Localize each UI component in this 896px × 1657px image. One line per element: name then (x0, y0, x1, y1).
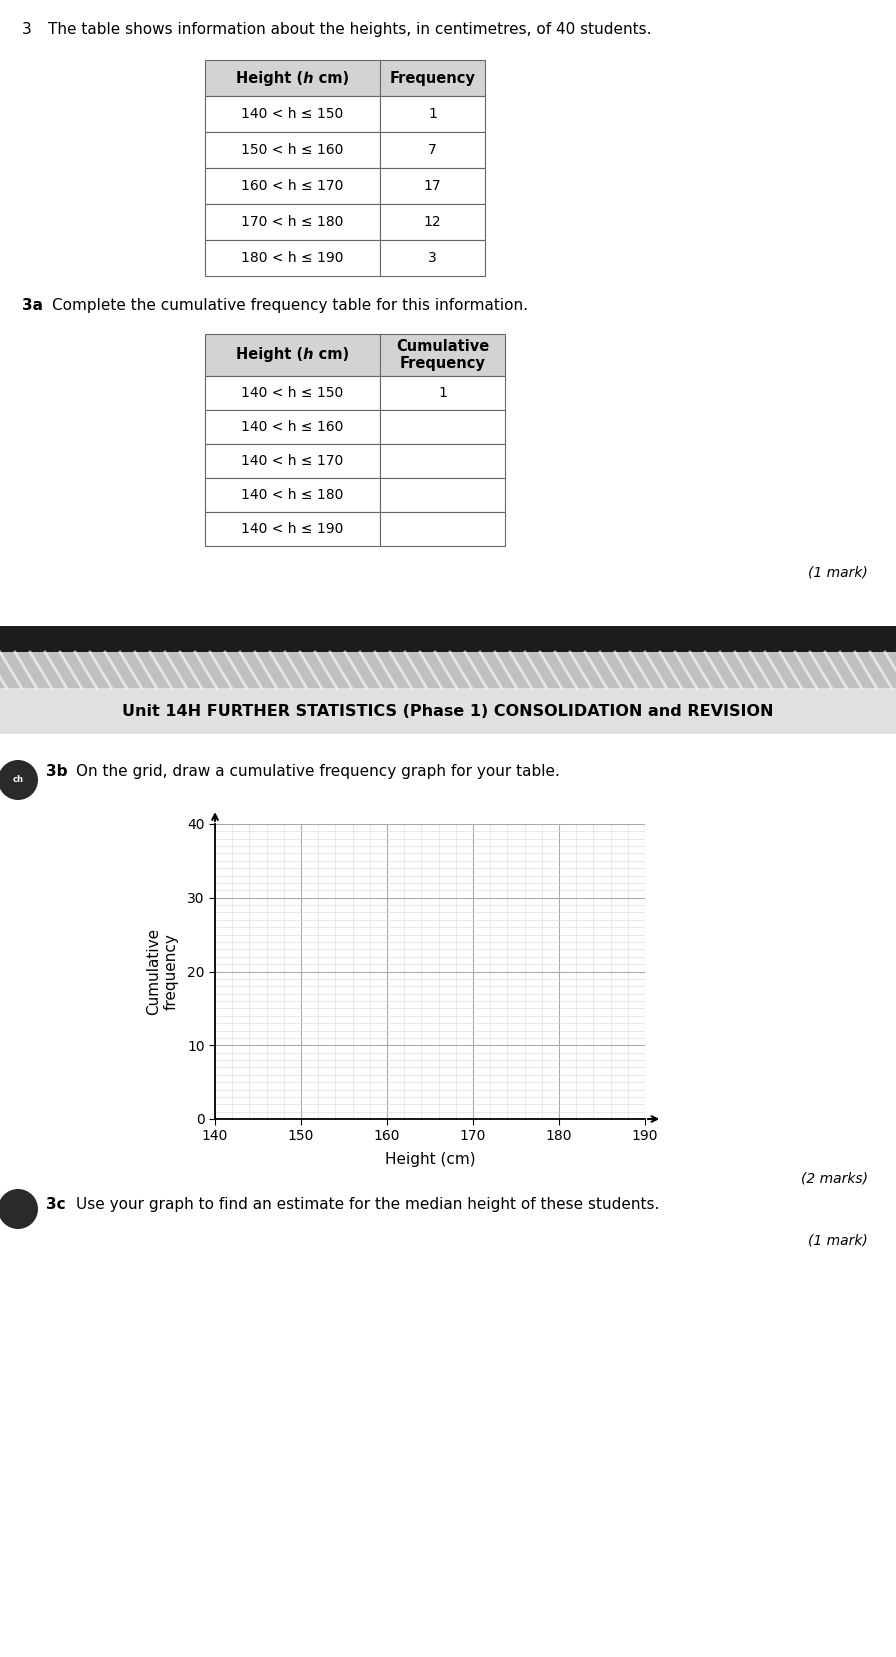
Text: ch: ch (13, 775, 23, 784)
Bar (205, 167, 380, 204)
Bar (380, 335, 505, 376)
Text: Height (ℎ cm): Height (ℎ cm) (236, 348, 349, 363)
Text: 180 < h ≤ 190: 180 < h ≤ 190 (241, 250, 344, 265)
Bar (205, 409, 380, 444)
Text: The table shows information about the heights, in centimetres, of 40 students.: The table shows information about the he… (48, 22, 651, 36)
Text: (1 mark): (1 mark) (808, 1233, 868, 1248)
Text: (2 marks): (2 marks) (801, 1171, 868, 1185)
Text: 17: 17 (424, 179, 442, 192)
Text: 3b: 3b (46, 764, 67, 779)
Text: Unit 14H FURTHER STATISTICS (Phase 1) CONSOLIDATION and REVISION: Unit 14H FURTHER STATISTICS (Phase 1) CO… (122, 704, 774, 719)
Bar (380, 477, 505, 512)
Text: 160 < h ≤ 170: 160 < h ≤ 170 (241, 179, 344, 192)
Text: Use your graph to find an estimate for the median height of these students.: Use your graph to find an estimate for t… (76, 1196, 659, 1211)
Text: 3: 3 (428, 250, 437, 265)
Bar (205, 96, 380, 133)
Circle shape (0, 1190, 38, 1229)
Text: 170 < h ≤ 180: 170 < h ≤ 180 (241, 215, 344, 229)
Text: 1: 1 (428, 108, 437, 121)
Bar (380, 512, 505, 547)
Bar (205, 477, 380, 512)
Text: Complete the cumulative frequency table for this information.: Complete the cumulative frequency table … (52, 298, 528, 313)
Text: (1 mark): (1 mark) (808, 567, 868, 580)
Text: 7: 7 (428, 143, 437, 157)
X-axis label: Height (cm): Height (cm) (384, 1152, 475, 1167)
Bar (205, 133, 380, 167)
Bar (205, 240, 380, 277)
Y-axis label: Cumulative
frequency: Cumulative frequency (146, 928, 178, 1016)
Bar (205, 204, 380, 240)
Bar (0, 626, 896, 651)
Text: 12: 12 (424, 215, 442, 229)
Text: 140 < h ≤ 150: 140 < h ≤ 150 (241, 386, 344, 399)
Text: 3c: 3c (46, 1196, 65, 1211)
Text: Frequency: Frequency (390, 71, 476, 86)
Text: 140 < h ≤ 170: 140 < h ≤ 170 (241, 454, 344, 467)
Bar (380, 96, 485, 133)
Bar (205, 60, 380, 96)
Text: Height (ℎ cm): Height (ℎ cm) (236, 71, 349, 86)
Bar (380, 204, 485, 240)
Text: Cumulative
Frequency: Cumulative Frequency (396, 338, 489, 371)
Bar (205, 444, 380, 477)
Bar (0, 651, 896, 688)
Text: 150 < h ≤ 160: 150 < h ≤ 160 (241, 143, 344, 157)
Bar (380, 376, 505, 409)
Text: 3: 3 (22, 22, 31, 36)
Bar (205, 376, 380, 409)
Text: 140 < h ≤ 150: 140 < h ≤ 150 (241, 108, 344, 121)
Circle shape (0, 761, 38, 800)
Text: 140 < h ≤ 190: 140 < h ≤ 190 (241, 522, 344, 535)
Bar (205, 335, 380, 376)
Bar (380, 444, 505, 477)
Bar (380, 167, 485, 204)
Bar (380, 60, 485, 96)
Bar (380, 240, 485, 277)
Text: 140 < h ≤ 180: 140 < h ≤ 180 (241, 489, 344, 502)
Text: On the grid, draw a cumulative frequency graph for your table.: On the grid, draw a cumulative frequency… (76, 764, 560, 779)
Text: 3a: 3a (22, 298, 43, 313)
Bar (205, 512, 380, 547)
Bar (380, 409, 505, 444)
Text: 1: 1 (438, 386, 447, 399)
Bar (0, 688, 896, 734)
Bar (380, 133, 485, 167)
Text: 140 < h ≤ 160: 140 < h ≤ 160 (241, 419, 344, 434)
